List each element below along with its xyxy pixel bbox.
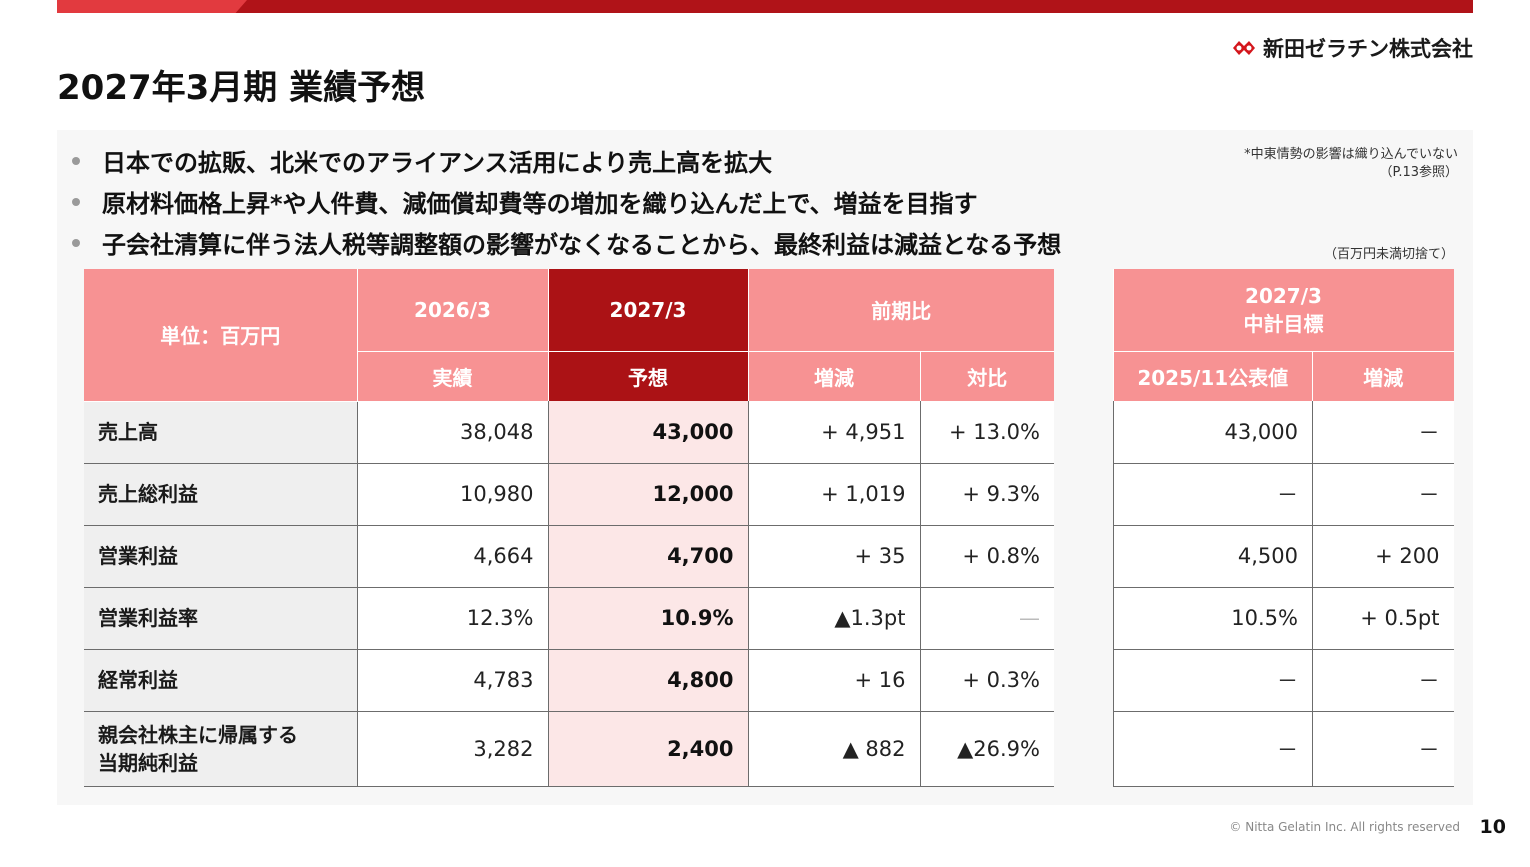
- target-change-value: －: [1312, 463, 1454, 526]
- logo-text: 新田ゼラチン株式会社: [1263, 37, 1473, 61]
- published-value: －: [1113, 711, 1313, 787]
- ratio-value: + 9.3%: [920, 463, 1054, 526]
- table-row: － －: [1113, 711, 1454, 787]
- row-label: 営業利益: [84, 525, 358, 588]
- table-header-row: 単位：百万円 2026/3 2027/3 前期比: [84, 269, 1054, 402]
- table-row: 43,000 －: [1113, 401, 1454, 464]
- table-row: － －: [1113, 463, 1454, 526]
- bullet-dot-icon: [72, 197, 80, 206]
- forecast-value: 2,400: [548, 711, 749, 787]
- middle-east-note: *中東情勢の影響は織り込んでいない （P.13参照）: [1244, 146, 1458, 182]
- change-value: + 16: [748, 649, 921, 712]
- subheader-forecast: 予想: [548, 351, 749, 401]
- bullet-text: 原材料価格上昇*や人件費、減価償却費等の増加を織り込んだ上で、増益を目指す: [102, 190, 978, 218]
- ratio-value: ▲26.9%: [920, 711, 1054, 787]
- target-change-value: + 200: [1312, 525, 1454, 588]
- row-label: 売上総利益: [84, 463, 358, 526]
- row-label-line: 当期純利益: [98, 750, 198, 775]
- table-subheader-row: 実績 予想 増減 対比: [84, 351, 1054, 401]
- forecast-table: 単位：百万円 2026/3 2027/3 前期比 実績 予想 増減 対比 売上高…: [84, 269, 1054, 787]
- row-label-line: 親会社株主に帰属する: [98, 722, 298, 747]
- forecast-value: 12,000: [548, 463, 749, 526]
- subheader-change: 増減: [748, 351, 921, 401]
- row-label: 経常利益: [84, 649, 358, 712]
- table-row: 4,500 + 200: [1113, 525, 1454, 588]
- table-row: 10.5% + 0.5pt: [1113, 587, 1454, 650]
- table-row: 経常利益 4,783 4,800 + 16 + 0.3%: [84, 649, 1054, 712]
- bullet-text: 子会社清算に伴う法人税等調整額の影響がなくなることから、最終利益は減益となる予想: [102, 231, 1062, 259]
- actual-value: 38,048: [357, 401, 549, 464]
- unit-header: 単位：百万円: [84, 269, 358, 402]
- row-label: 売上高: [84, 401, 358, 464]
- table-row: 親会社株主に帰属する 当期純利益 3,282 2,400 ▲ 882 ▲26.9…: [84, 711, 1054, 787]
- page-title: 2027年3月期 業績予想: [57, 68, 426, 108]
- bullet-item: 原材料価格上昇*や人件費、減価償却費等の増加を織り込んだ上で、増益を目指す: [70, 181, 1061, 222]
- top-accent-bar: [57, 0, 1473, 13]
- subheader-published: 2025/11公表値: [1113, 351, 1313, 401]
- change-value: ▲1.3pt: [748, 587, 921, 650]
- ratio-value: —: [920, 587, 1054, 650]
- bullet-dot-icon: [72, 156, 80, 165]
- published-value: 10.5%: [1113, 587, 1313, 650]
- table-row: 売上総利益 10,980 12,000 + 1,019 + 9.3%: [84, 463, 1054, 526]
- copyright: © Nitta Gelatin Inc. All rights reserved: [1229, 820, 1460, 834]
- table-row: 営業利益 4,664 4,700 + 35 + 0.8%: [84, 525, 1054, 588]
- subheader-change: 増減: [1312, 351, 1454, 401]
- note-line: *中東情勢の影響は織り込んでいない: [1244, 147, 1458, 162]
- published-value: －: [1113, 463, 1313, 526]
- target-change-value: －: [1312, 401, 1454, 464]
- change-value: + 1,019: [748, 463, 921, 526]
- target-change-value: －: [1312, 649, 1454, 712]
- bullet-item: 子会社清算に伴う法人税等調整額の影響がなくなることから、最終利益は減益となる予想: [70, 222, 1061, 263]
- table-row: － －: [1113, 649, 1454, 712]
- actual-value: 4,664: [357, 525, 549, 588]
- bullet-text: 日本での拡販、北米でのアライアンス活用により売上高を拡大: [102, 149, 773, 177]
- subheader-ratio: 対比: [920, 351, 1054, 401]
- company-logo: 新田ゼラチン株式会社: [1231, 34, 1473, 62]
- row-label: 営業利益率: [84, 587, 358, 650]
- actual-value: 12.3%: [357, 587, 549, 650]
- change-value: ▲ 882: [748, 711, 921, 787]
- forecast-value: 4,800: [548, 649, 749, 712]
- bullet-item: 日本での拡販、北米でのアライアンス活用により売上高を拡大: [70, 140, 1061, 181]
- target-header-line: 2027/3: [1245, 283, 1322, 308]
- ratio-value: + 0.3%: [920, 649, 1054, 712]
- note-line: （P.13参照）: [1379, 165, 1459, 180]
- ratio-value: + 13.0%: [920, 401, 1054, 464]
- bullet-list: 日本での拡販、北米でのアライアンス活用により売上高を拡大 原材料価格上昇*や人件…: [70, 140, 1061, 263]
- table-subheader-row: 2025/11公表値 増減: [1113, 351, 1454, 401]
- row-label: 親会社株主に帰属する 当期純利益: [84, 711, 358, 787]
- published-value: －: [1113, 649, 1313, 712]
- target-change-value: －: [1312, 711, 1454, 787]
- bullet-dot-icon: [72, 238, 80, 247]
- logo-mark-icon: [1233, 41, 1255, 55]
- table-row: 営業利益率 12.3% 10.9% ▲1.3pt —: [84, 587, 1054, 650]
- actual-value: 3,282: [357, 711, 549, 787]
- actual-value: 4,783: [357, 649, 549, 712]
- table-header-row: 2027/3 中計目標: [1113, 269, 1454, 352]
- published-value: 43,000: [1113, 401, 1313, 464]
- page-number: 10: [1479, 816, 1506, 838]
- mid-term-target-table: 2027/3 中計目標 2025/11公表値 増減 43,000 － － － 4…: [1113, 269, 1454, 787]
- target-header-line: 中計目標: [1243, 311, 1324, 336]
- table-row: 売上高 38,048 43,000 + 4,951 + 13.0%: [84, 401, 1054, 464]
- forecast-value: 4,700: [548, 525, 749, 588]
- target-header: 2027/3 中計目標: [1113, 269, 1454, 352]
- target-change-value: + 0.5pt: [1312, 587, 1454, 650]
- published-value: 4,500: [1113, 525, 1313, 588]
- subheader-actual: 実績: [357, 351, 549, 401]
- change-value: + 35: [748, 525, 921, 588]
- col-header-yoy: 前期比: [748, 269, 1054, 352]
- forecast-value: 43,000: [548, 401, 749, 464]
- top-accent-highlight: [57, 0, 247, 13]
- forecast-value: 10.9%: [548, 587, 749, 650]
- unit-note: （百万円未満切捨て）: [1323, 247, 1454, 262]
- col-header-2026: 2026/3: [357, 269, 549, 352]
- actual-value: 10,980: [357, 463, 549, 526]
- ratio-value: + 0.8%: [920, 525, 1054, 588]
- col-header-2027: 2027/3: [548, 269, 749, 352]
- change-value: + 4,951: [748, 401, 921, 464]
